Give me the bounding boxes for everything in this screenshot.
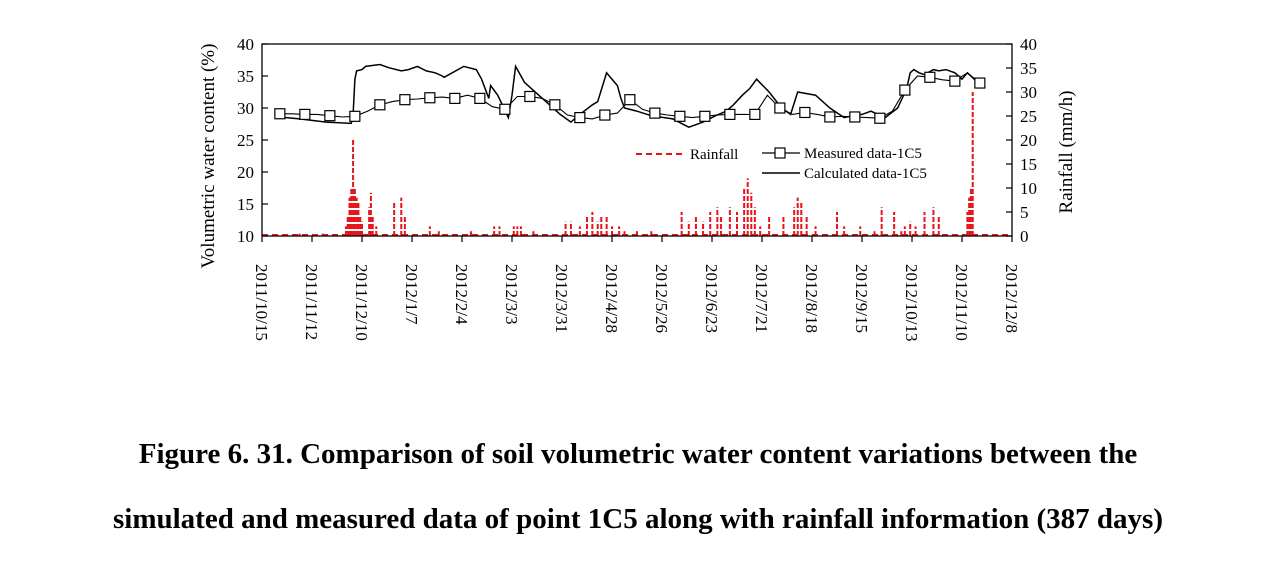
y2-tick-label: 25	[1020, 107, 1037, 126]
measured-point	[824, 111, 836, 123]
x-tick-label: 2012/4/28	[602, 264, 621, 333]
measured-point	[449, 92, 461, 105]
measured-point	[924, 71, 936, 83]
rainfall-bars	[262, 92, 1012, 236]
measured-point	[549, 99, 561, 111]
figure-caption-line-2: simulated and measured data of point 1C5…	[113, 503, 1163, 535]
chart: 10 15 20 25 30 35 40 0 5 10 15 20 25 30 35 40 2011/10/15…	[198, 35, 1077, 341]
x-tick-label: 2012/3/3	[502, 264, 521, 324]
x-tick-label: 2012/10/13	[902, 264, 921, 341]
y2-axis-title: Rainfall (mm/h)	[1056, 91, 1077, 214]
figure-caption-line-1: Figure 6. 31. Comparison of soil volumet…	[138, 438, 1138, 470]
measured-point	[799, 106, 811, 119]
y-tick-label: 25	[237, 131, 254, 150]
measured-point	[724, 108, 736, 121]
legend-rainfall-label: Rainfall	[690, 147, 738, 163]
measured-point	[324, 110, 336, 122]
legend-calculated-label: Calculated data-1C5	[804, 166, 927, 182]
measured-point	[649, 107, 661, 119]
x-tick-label: 2012/9/15	[852, 264, 871, 333]
measured-point	[849, 111, 861, 123]
x-tick-label: 2012/3/31	[552, 264, 571, 333]
measured-point	[974, 77, 986, 89]
y2-tick-label: 40	[1020, 35, 1037, 54]
legend-measured-marker	[774, 147, 786, 159]
measured-point	[299, 108, 311, 121]
measured-point	[499, 103, 511, 115]
measured-point	[424, 92, 436, 104]
measured-point	[949, 75, 961, 87]
measured-series	[274, 71, 986, 124]
measured-point	[474, 92, 486, 105]
ticks: 10 15 20 25 30 35 40 0 5 10 15 20 25 30 35 40 2011/10/15…	[237, 35, 1037, 341]
measured-point	[699, 110, 711, 122]
y2-tick-label: 5	[1020, 203, 1029, 222]
legend: Rainfall Measured data-1C5 Calculated da…	[636, 146, 927, 182]
x-tick-label: 2012/7/21	[752, 264, 771, 333]
y2-tick-label: 30	[1020, 83, 1037, 102]
measured-point	[599, 109, 611, 121]
x-tick-label: 2012/12/8	[1002, 264, 1021, 333]
x-tick-label: 2012/11/10	[952, 264, 971, 341]
measured-point	[749, 108, 761, 121]
measured-point	[899, 84, 911, 96]
y2-tick-label: 20	[1020, 131, 1037, 150]
y2-tick-label: 10	[1020, 179, 1037, 198]
x-tick-label: 2012/6/23	[702, 264, 721, 333]
legend-measured-label: Measured data-1C5	[804, 146, 922, 162]
x-tick-label: 2012/5/26	[652, 264, 671, 333]
x-tick-label: 2012/1/7	[402, 264, 421, 325]
y2-tick-label: 15	[1020, 155, 1037, 174]
y2-tick-label: 0	[1020, 227, 1029, 246]
y-tick-label: 40	[237, 35, 254, 54]
x-tick-label: 2011/11/12	[302, 264, 321, 340]
y-tick-label: 15	[237, 195, 254, 214]
y-tick-label: 30	[237, 99, 254, 118]
measured-point	[874, 112, 886, 124]
measured-point	[624, 94, 636, 106]
y-tick-label: 20	[237, 163, 254, 182]
measured-point	[399, 94, 411, 106]
y-tick-label: 10	[237, 227, 254, 246]
measured-point	[674, 110, 686, 122]
measured-point	[374, 99, 386, 111]
y-axis-title: Volumetric water content (%)	[198, 44, 219, 269]
x-tick-label: 2012/2/4	[452, 264, 471, 325]
measured-point	[274, 108, 286, 120]
y-tick-label: 35	[237, 67, 254, 86]
y2-tick-label: 35	[1020, 59, 1037, 78]
measured-point	[524, 90, 536, 103]
x-tick-label: 2012/8/18	[802, 264, 821, 333]
plot-frame	[261, 43, 1013, 237]
measured-point	[774, 102, 786, 114]
x-tick-label: 2011/12/10	[352, 264, 371, 341]
measured-point	[574, 111, 586, 124]
measured-point	[349, 110, 361, 122]
axes	[261, 43, 1013, 237]
x-tick-label: 2011/10/15	[252, 264, 271, 341]
